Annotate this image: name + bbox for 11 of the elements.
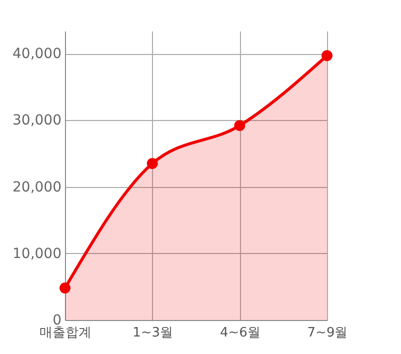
- point: [60, 282, 70, 294]
- x-tick-label: 7~9월: [307, 326, 348, 340]
- x-tick-label: 4~6월: [220, 326, 260, 340]
- y-tick-label: 30,000: [12, 112, 62, 129]
- x-tick-label: 1~3월: [132, 326, 174, 340]
- y-tick-label: 20,000: [12, 179, 62, 196]
- x-tick-label: 매출합계: [40, 326, 92, 340]
- point: [146, 158, 158, 169]
- point: [234, 120, 246, 132]
- y-tick-label: 10,000: [12, 246, 62, 262]
- y-tick-label: 40,000: [12, 46, 62, 62]
